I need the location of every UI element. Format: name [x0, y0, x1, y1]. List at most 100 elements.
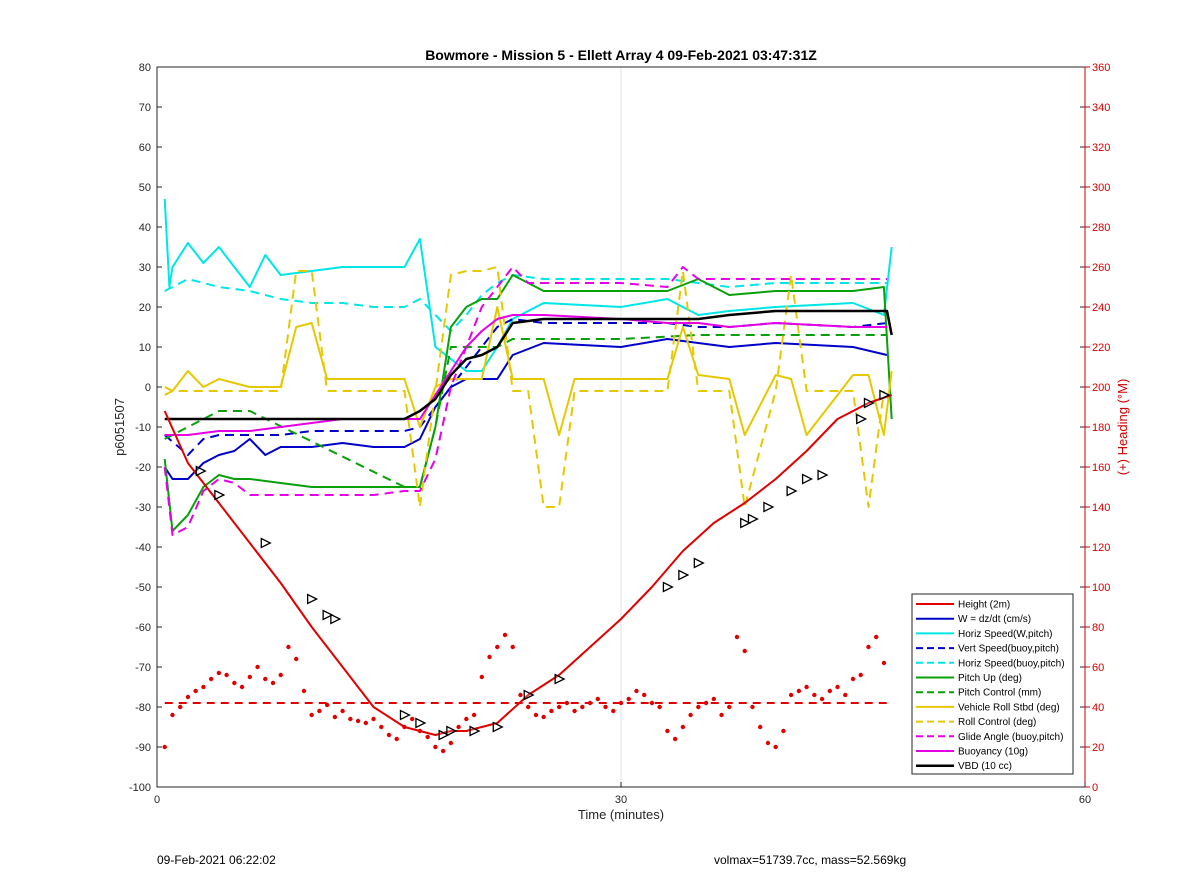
- legend-label: Horiz Speed(buoy,pitch): [958, 658, 1065, 669]
- legend-label: Roll Control (deg): [958, 717, 1036, 728]
- heading-point: [587, 700, 593, 706]
- legend-label: Glide Angle (buoy,pitch): [958, 732, 1063, 743]
- heading-point: [634, 688, 639, 694]
- heading-point: [433, 744, 438, 750]
- height-marker: [307, 593, 319, 605]
- heading-point: [665, 728, 670, 734]
- heading-point: [402, 724, 407, 730]
- markers-layer: [195, 389, 891, 741]
- heading-point: [440, 748, 446, 754]
- legend-label: Buoyancy (10g): [958, 747, 1028, 758]
- heading-point: [526, 704, 531, 710]
- y-tick-label: 80: [139, 62, 151, 74]
- heading-point: [881, 660, 887, 666]
- y-tick-label: -10: [135, 422, 151, 434]
- heading-point: [317, 708, 322, 714]
- heading-point: [858, 672, 863, 678]
- series-line-horiz-speed-w-pitch: [163, 198, 893, 372]
- heading-point: [556, 704, 562, 710]
- height-marker: [554, 673, 566, 685]
- heading-point: [603, 704, 608, 710]
- x-tick-label: 60: [1079, 794, 1091, 806]
- series-line-vbd-10-cc: [164, 309, 893, 421]
- heading-point: [270, 680, 276, 686]
- heading-point: [688, 712, 693, 718]
- height-marker: [469, 725, 481, 737]
- heading-point: [479, 674, 484, 680]
- y2-tick-label: 60: [1092, 662, 1104, 674]
- y-tick-label: 30: [139, 262, 151, 274]
- y-tick-label: -40: [135, 542, 151, 554]
- heading-point: [247, 674, 252, 680]
- y-tick-label: 70: [139, 102, 151, 114]
- heading-point: [386, 732, 392, 738]
- heading-points-layer: [162, 632, 887, 754]
- height-marker: [214, 489, 226, 501]
- height-marker: [523, 689, 535, 701]
- y-tick-label: -60: [135, 622, 151, 634]
- heading-point: [471, 712, 477, 718]
- footer-date: 09-Feb-2021 06:22:02: [157, 853, 276, 867]
- heading-point: [796, 688, 802, 694]
- y-tick-label: 10: [139, 342, 151, 354]
- heading-point: [618, 700, 624, 706]
- series-line-buoyancy-10g: [164, 314, 887, 436]
- heading-point: [827, 688, 832, 694]
- legend-label: Height (2m): [958, 600, 1010, 611]
- legend-label: Vert Speed(buoy,pitch): [958, 644, 1059, 655]
- heading-point: [742, 648, 747, 654]
- heading-point: [301, 688, 307, 694]
- heading-point: [580, 704, 585, 710]
- y-tick-label: -100: [129, 782, 151, 794]
- heading-point: [348, 716, 353, 722]
- series-line-pitch-up-deg: [163, 274, 893, 532]
- heading-point: [162, 744, 167, 750]
- footer-info: volmax=51739.7cc, mass=52.569kg: [714, 853, 907, 867]
- y-tick-label: -70: [135, 662, 151, 674]
- height-marker: [678, 569, 690, 581]
- y2-tick-label: 320: [1092, 142, 1110, 154]
- y-axis-title: p6051507: [112, 398, 127, 456]
- heading-point: [185, 694, 191, 700]
- heading-point: [518, 692, 523, 698]
- heading-point: [843, 692, 848, 698]
- heading-point: [216, 670, 222, 676]
- heading-point: [425, 734, 430, 740]
- axes-layer: 80706050403020100-10-20-30-40-50-60-70-8…: [129, 62, 1110, 806]
- height-marker: [863, 397, 875, 409]
- heading-point: [208, 676, 214, 682]
- heading-point: [626, 696, 631, 702]
- heading-point: [781, 728, 786, 734]
- legend-label: Pitch Up (deg): [958, 673, 1022, 684]
- height-marker: [438, 729, 450, 741]
- height-marker: [195, 465, 207, 477]
- heading-point: [456, 724, 461, 730]
- heading-point: [224, 672, 229, 678]
- heading-point: [324, 702, 330, 708]
- heading-point: [170, 712, 175, 718]
- heading-point: [371, 716, 376, 722]
- y2-tick-label: 0: [1092, 782, 1098, 794]
- heading-point: [727, 704, 732, 710]
- heading-point: [564, 700, 570, 706]
- height-marker: [662, 581, 674, 593]
- heading-point: [696, 704, 701, 710]
- heading-point: [758, 724, 763, 730]
- heading-point: [294, 656, 299, 662]
- heading-point: [657, 704, 662, 710]
- height-marker: [856, 413, 868, 425]
- height-marker: [446, 725, 458, 737]
- heading-point: [533, 712, 539, 718]
- heading-point: [642, 692, 647, 698]
- heading-point: [448, 740, 454, 746]
- heading-point: [487, 654, 492, 660]
- heading-point: [309, 712, 314, 718]
- y-tick-label: 0: [145, 382, 151, 394]
- heading-point: [874, 634, 879, 640]
- y2-tick-label: 180: [1092, 422, 1110, 434]
- legend-label: W = dz/dt (cm/s): [958, 614, 1031, 625]
- heading-point: [255, 664, 260, 670]
- heading-point: [611, 708, 616, 714]
- y-tick-label: -20: [135, 462, 151, 474]
- heading-point: [355, 718, 361, 724]
